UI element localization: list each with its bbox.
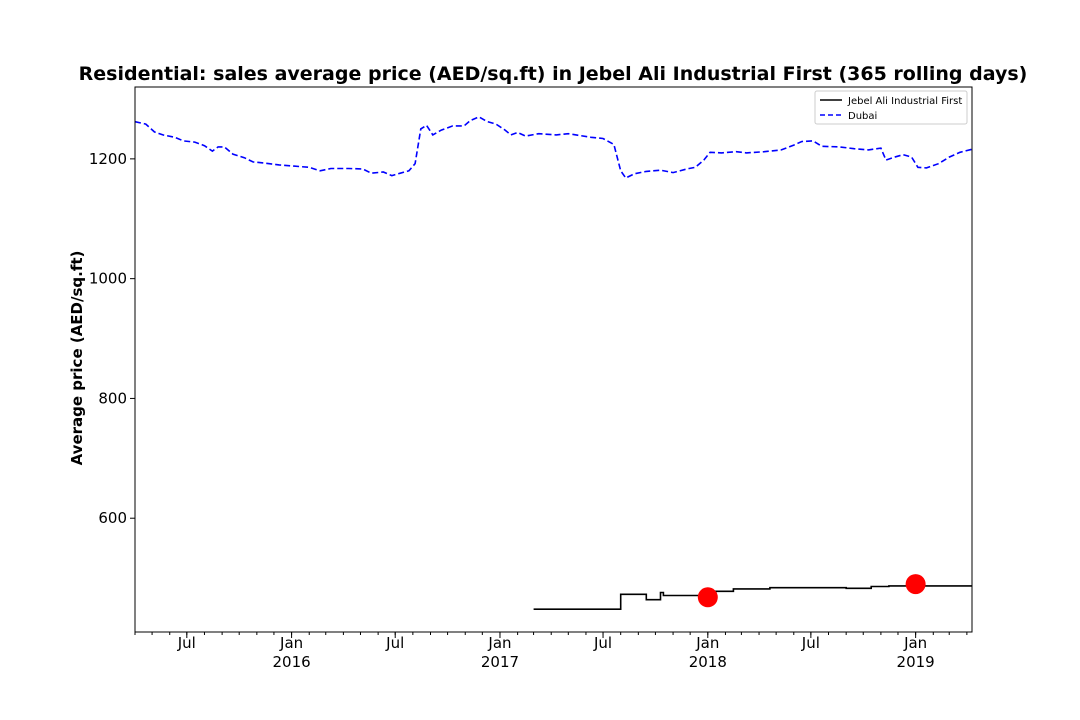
y-tick-label-2: 1000 <box>89 270 127 288</box>
chart-title: Residential: sales average price (AED/sq… <box>79 63 1028 85</box>
y-tick-label-0: 600 <box>98 509 127 527</box>
x-tick-label-3-1: 2017 <box>481 653 519 671</box>
series-line-0 <box>533 585 972 610</box>
y-tick-label-3: 1200 <box>89 150 127 168</box>
legend-label-dubai: Dubai <box>848 111 877 122</box>
series-line-1 <box>134 116 973 180</box>
x-tick-label-7-1: 2019 <box>897 653 935 671</box>
y-tick-label-1: 800 <box>98 389 127 407</box>
x-tick-label-0-0: Jul <box>177 634 196 652</box>
plot-frame <box>134 86 973 633</box>
x-tick-label-1-1: 2016 <box>272 653 310 671</box>
y-axis-label: Average price (AED/sq.ft) <box>68 251 86 466</box>
x-tick-label-6-0: Jul <box>801 634 820 652</box>
plot-area <box>134 116 973 610</box>
marker-point-1 <box>905 574 926 595</box>
legend-label-jebel-ali: Jebel Ali Industrial First <box>847 96 962 107</box>
legend: Jebel Ali Industrial First Dubai <box>814 90 968 125</box>
x-tick-label-3-0: Jan <box>487 634 511 652</box>
marker-point-0 <box>697 587 718 608</box>
x-tick-label-2-0: Jul <box>385 634 404 652</box>
x-tick-label-7-0: Jan <box>903 634 927 652</box>
x-tick-label-4-0: Jul <box>593 634 612 652</box>
x-tick-label-5-0: Jan <box>695 634 719 652</box>
x-tick-label-5-1: 2018 <box>689 653 727 671</box>
x-tick-label-1-0: Jan <box>279 634 303 652</box>
legend-box <box>814 90 968 125</box>
